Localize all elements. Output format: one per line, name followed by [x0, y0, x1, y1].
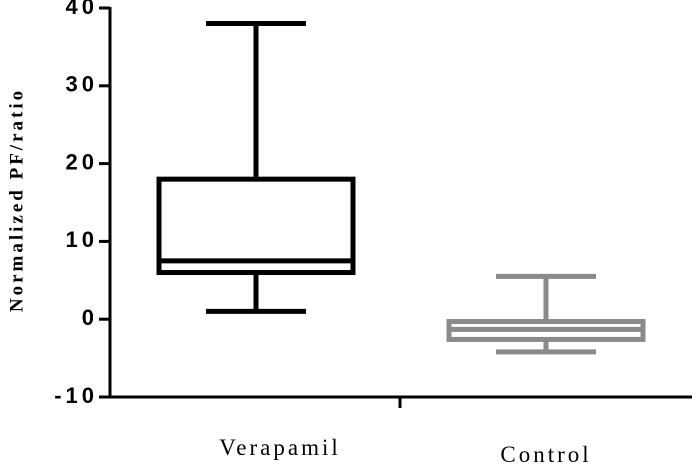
y-tick-label: 0 — [82, 305, 98, 330]
y-tick-label: -10 — [54, 383, 98, 408]
x-tick-label: Verapamil — [219, 435, 341, 460]
y-tick-label: 20 — [66, 149, 98, 174]
box — [156, 176, 356, 276]
y-tick-label: 40 — [66, 0, 98, 19]
x-tick-label: Control — [500, 442, 591, 467]
y-tick-label: 30 — [66, 72, 98, 97]
y-axis-label: Normalized PF/ratio — [6, 88, 27, 312]
y-tick-label: 10 — [66, 227, 98, 252]
